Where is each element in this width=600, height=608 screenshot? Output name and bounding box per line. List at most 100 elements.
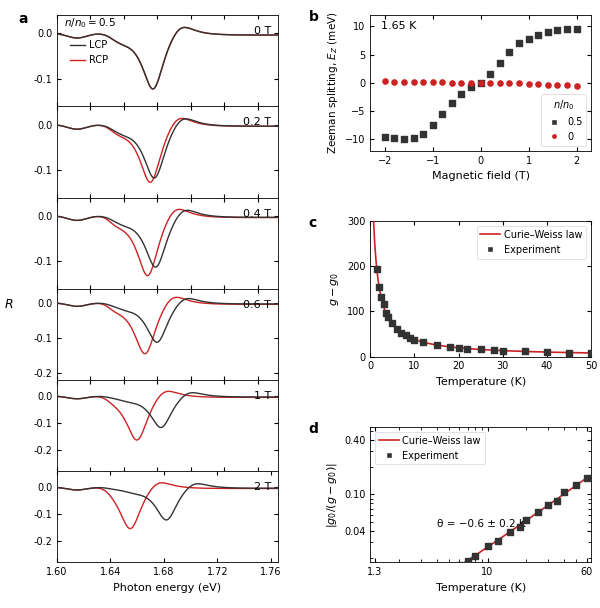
- Point: [416, 585, 426, 595]
- Point: [388, 601, 398, 608]
- Point: [505, 527, 515, 537]
- Point: [559, 487, 569, 497]
- Point: [572, 81, 581, 91]
- Y-axis label: $|g_0/(g - g_0)|$: $|g_0/(g - g_0)|$: [325, 462, 338, 528]
- Point: [495, 78, 505, 88]
- X-axis label: Photon energy (eV): Photon energy (eV): [113, 583, 221, 593]
- Point: [389, 77, 399, 87]
- Point: [493, 536, 502, 545]
- Point: [463, 556, 473, 566]
- Point: [380, 77, 389, 86]
- Y-axis label: Zeeman splitting, $E_Z$ (meV): Zeeman splitting, $E_Z$ (meV): [326, 12, 340, 154]
- Point: [572, 24, 581, 34]
- Point: [524, 79, 533, 89]
- Point: [514, 78, 524, 88]
- Legend: Curie–Weiss law, Experiment: Curie–Weiss law, Experiment: [476, 226, 586, 258]
- Point: [447, 98, 457, 108]
- Point: [379, 300, 388, 309]
- Point: [485, 78, 495, 88]
- Legend: 0.5, 0: 0.5, 0: [541, 94, 586, 146]
- Point: [409, 133, 418, 143]
- Text: 0.6 T: 0.6 T: [243, 300, 271, 309]
- Point: [380, 132, 389, 142]
- Point: [381, 308, 391, 317]
- Point: [406, 592, 416, 601]
- Point: [553, 80, 562, 89]
- Point: [463, 344, 472, 354]
- Text: d: d: [308, 421, 319, 435]
- Point: [533, 30, 543, 40]
- Point: [378, 607, 388, 608]
- Point: [520, 347, 530, 356]
- Point: [397, 328, 406, 338]
- Point: [445, 566, 454, 576]
- Point: [562, 80, 572, 90]
- Point: [445, 342, 455, 352]
- Point: [392, 324, 401, 334]
- Point: [418, 337, 428, 347]
- Point: [432, 578, 442, 587]
- Text: 2 T: 2 T: [254, 482, 271, 492]
- Point: [466, 78, 476, 88]
- Point: [432, 340, 442, 350]
- Point: [401, 330, 410, 340]
- Text: $n/n_0 = 0.5$: $n/n_0 = 0.5$: [64, 16, 116, 30]
- Point: [498, 346, 508, 356]
- Text: 1.65 K: 1.65 K: [382, 21, 417, 30]
- Point: [455, 561, 464, 570]
- Point: [377, 292, 386, 302]
- X-axis label: Temperature (K): Temperature (K): [436, 583, 526, 593]
- Point: [374, 283, 384, 292]
- Point: [543, 27, 553, 37]
- Point: [383, 313, 393, 322]
- Point: [405, 333, 415, 343]
- Text: 0.2 T: 0.2 T: [243, 117, 271, 127]
- Text: R: R: [5, 297, 13, 311]
- Point: [564, 348, 574, 358]
- Point: [399, 134, 409, 144]
- X-axis label: Magnetic field (T): Magnetic field (T): [431, 171, 530, 181]
- Point: [428, 77, 437, 87]
- Point: [457, 78, 466, 88]
- Point: [489, 345, 499, 355]
- Point: [572, 480, 581, 490]
- Legend: Curie–Weiss law, Experiment: Curie–Weiss law, Experiment: [375, 432, 485, 465]
- Point: [425, 580, 434, 590]
- Text: a: a: [19, 12, 28, 26]
- Point: [553, 26, 562, 35]
- Point: [437, 77, 447, 87]
- Text: 1 T: 1 T: [254, 391, 271, 401]
- Point: [544, 500, 553, 510]
- Point: [399, 77, 409, 87]
- Point: [389, 133, 399, 143]
- Point: [485, 69, 495, 79]
- Point: [466, 83, 476, 92]
- Point: [542, 347, 551, 357]
- Point: [388, 318, 397, 328]
- Y-axis label: $g - g_0$: $g - g_0$: [329, 272, 341, 306]
- Point: [543, 80, 553, 89]
- Text: θ = −0.6 ± 0.2 K: θ = −0.6 ± 0.2 K: [437, 519, 525, 530]
- Point: [394, 598, 403, 607]
- Point: [552, 496, 562, 506]
- Point: [515, 522, 525, 531]
- Point: [505, 47, 514, 57]
- X-axis label: Temperature (K): Temperature (K): [436, 377, 526, 387]
- Point: [476, 345, 485, 354]
- Point: [409, 77, 418, 87]
- Point: [495, 58, 505, 68]
- Point: [447, 78, 457, 88]
- Point: [586, 348, 596, 358]
- Point: [505, 78, 514, 88]
- Point: [470, 551, 480, 561]
- Point: [562, 24, 572, 34]
- Point: [418, 129, 428, 139]
- Text: 0.4 T: 0.4 T: [243, 209, 271, 218]
- Text: c: c: [308, 216, 317, 230]
- Point: [418, 77, 428, 87]
- Legend: LCP, RCP: LCP, RCP: [66, 36, 112, 69]
- Point: [457, 89, 466, 99]
- Point: [437, 109, 447, 119]
- Text: 0 T: 0 T: [254, 26, 271, 36]
- Point: [533, 507, 543, 517]
